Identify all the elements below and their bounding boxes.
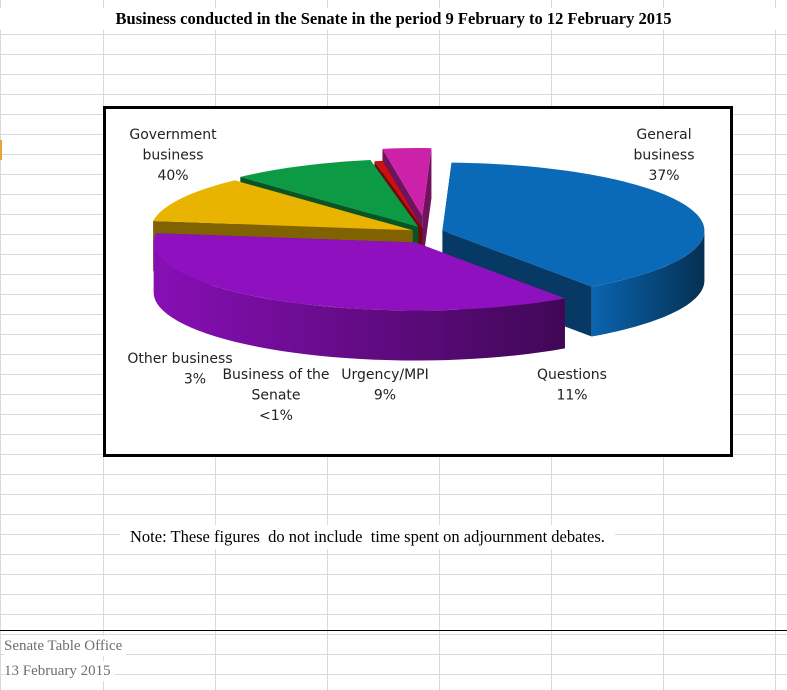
pie-slice-questions	[153, 180, 413, 231]
pie-labels: Government business 40% General business 37% Q…	[127, 127, 694, 424]
data-label-questions: Questions 11%	[537, 367, 607, 404]
data-label-other-business: Other business 3%	[127, 351, 232, 388]
pie-slice-government-business	[442, 162, 705, 287]
footer-divider	[0, 630, 787, 631]
pie-slice-urgency-mpi	[240, 159, 419, 227]
data-label-general-business: General business 37%	[633, 127, 694, 184]
pie-rim-government-business	[591, 230, 705, 337]
footer-office: Senate Table Office	[4, 636, 127, 656]
pie-tops	[153, 148, 705, 311]
chart-frame[interactable]: Government business 40% General business 37% Q…	[103, 106, 733, 457]
pie-slice-business-of-the-senate	[374, 160, 423, 229]
data-label-business-of-the-senate: Business of the Senate <1%	[222, 367, 329, 424]
data-label-government-business: Government business 40%	[129, 127, 217, 184]
pie-rim-general-business	[153, 242, 565, 361]
grid-left-edge	[0, 0, 1, 690]
pie-chart: Government business 40% General business 37% Q…	[127, 127, 705, 424]
pie-slice-general-business	[153, 233, 565, 311]
pie-slice-other-business	[382, 148, 432, 217]
data-label-urgency-mpi: Urgency/MPI 9%	[341, 367, 428, 404]
pie-wall-other-business-1	[422, 148, 432, 267]
page-title-text: Business conducted in the Senate in the …	[111, 9, 676, 28]
footer-date: 13 February 2015	[4, 661, 115, 681]
cell-selection-marker	[0, 140, 2, 160]
page-title: Business conducted in the Senate in the …	[0, 8, 787, 30]
chart-note: Note: These figures do not include time …	[120, 525, 615, 549]
